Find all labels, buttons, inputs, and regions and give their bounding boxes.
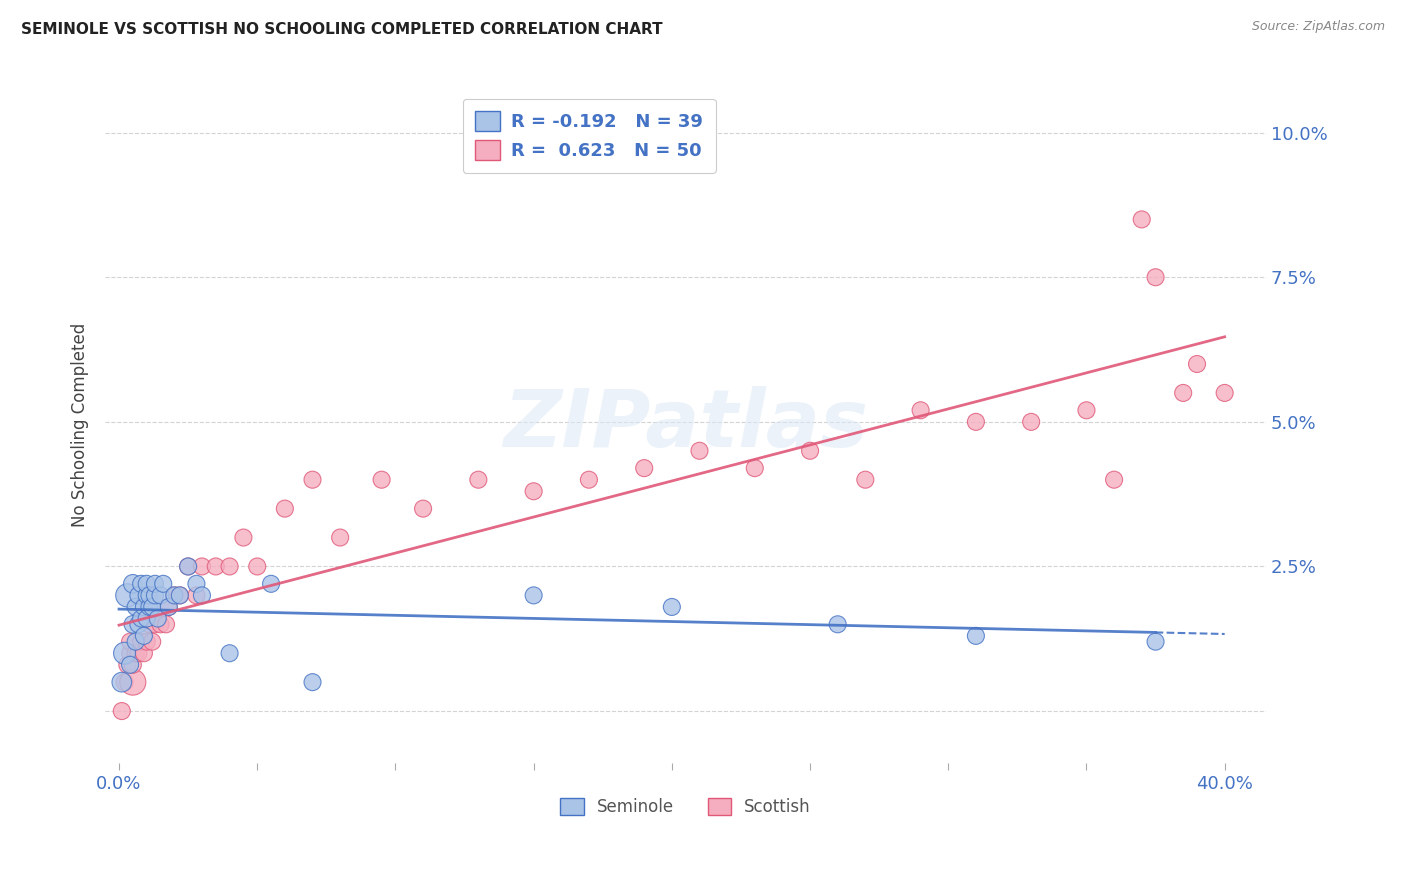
Point (146, 611, 169, 625)
Point (1213, 386, 1236, 401)
Point (177, 559, 200, 574)
Y-axis label: No Schooling Completed: No Schooling Completed (72, 323, 89, 527)
Point (163, 588, 186, 602)
Point (117, 588, 139, 602)
Point (370, 473, 392, 487)
Legend: Seminole, Scottish: Seminole, Scottish (554, 791, 817, 822)
Point (157, 599, 180, 614)
Point (152, 577, 174, 591)
Point (132, 646, 155, 660)
Point (138, 588, 160, 602)
Point (578, 473, 600, 487)
Text: Source: ZipAtlas.com: Source: ZipAtlas.com (1251, 20, 1385, 33)
Point (689, 443, 711, 458)
Point (467, 473, 489, 487)
Point (1076, 403, 1098, 417)
Point (965, 629, 987, 643)
Point (260, 577, 283, 591)
Point (301, 473, 323, 487)
Point (121, 657, 143, 672)
Point (127, 588, 149, 602)
Point (661, 599, 683, 614)
Point (169, 588, 191, 602)
Point (135, 634, 157, 648)
Point (121, 675, 143, 690)
Point (129, 577, 152, 591)
Point (120, 657, 142, 672)
Point (1144, 634, 1167, 648)
Point (827, 617, 849, 632)
Point (910, 403, 932, 417)
Point (744, 461, 766, 475)
Point (204, 559, 226, 574)
Point (135, 611, 157, 625)
Point (138, 617, 160, 632)
Point (143, 588, 166, 602)
Point (141, 634, 163, 648)
Point (274, 501, 297, 516)
Point (301, 675, 323, 690)
Point (114, 675, 136, 690)
Text: ZIPatlas: ZIPatlas (503, 385, 868, 464)
Point (1144, 270, 1167, 285)
Point (135, 588, 157, 602)
Point (218, 559, 240, 574)
Point (121, 617, 143, 632)
Point (121, 577, 143, 591)
Point (412, 501, 434, 516)
Point (117, 657, 139, 672)
Point (124, 634, 146, 648)
Point (232, 531, 254, 545)
Point (135, 577, 157, 591)
Point (191, 588, 214, 602)
Point (523, 484, 546, 499)
Point (186, 577, 208, 591)
Point (1173, 386, 1195, 401)
Point (132, 629, 155, 643)
Point (120, 634, 142, 648)
Point (155, 617, 177, 632)
Point (114, 646, 136, 660)
Point (141, 599, 163, 614)
Text: SEMINOLE VS SCOTTISH NO SCHOOLING COMPLETED CORRELATION CHART: SEMINOLE VS SCOTTISH NO SCHOOLING COMPLE… (21, 22, 662, 37)
Point (143, 577, 166, 591)
Point (120, 646, 142, 660)
Point (143, 617, 166, 632)
Point (124, 646, 146, 660)
Point (129, 634, 152, 648)
Point (853, 473, 876, 487)
Point (163, 588, 186, 602)
Point (186, 588, 208, 602)
Point (1102, 473, 1125, 487)
Point (965, 415, 987, 429)
Point (138, 599, 160, 614)
Point (127, 617, 149, 632)
Point (1019, 415, 1042, 429)
Point (129, 611, 152, 625)
Point (111, 675, 134, 690)
Point (329, 531, 352, 545)
Point (149, 617, 172, 632)
Point (149, 588, 172, 602)
Point (799, 443, 821, 458)
Point (124, 599, 146, 614)
Point (1185, 357, 1208, 371)
Point (111, 704, 134, 718)
Point (218, 646, 240, 660)
Point (633, 461, 655, 475)
Point (1130, 212, 1153, 227)
Point (246, 559, 269, 574)
Point (157, 599, 180, 614)
Point (127, 646, 149, 660)
Point (523, 588, 546, 602)
Point (169, 588, 191, 602)
Point (191, 559, 214, 574)
Point (177, 559, 200, 574)
Point (132, 599, 155, 614)
